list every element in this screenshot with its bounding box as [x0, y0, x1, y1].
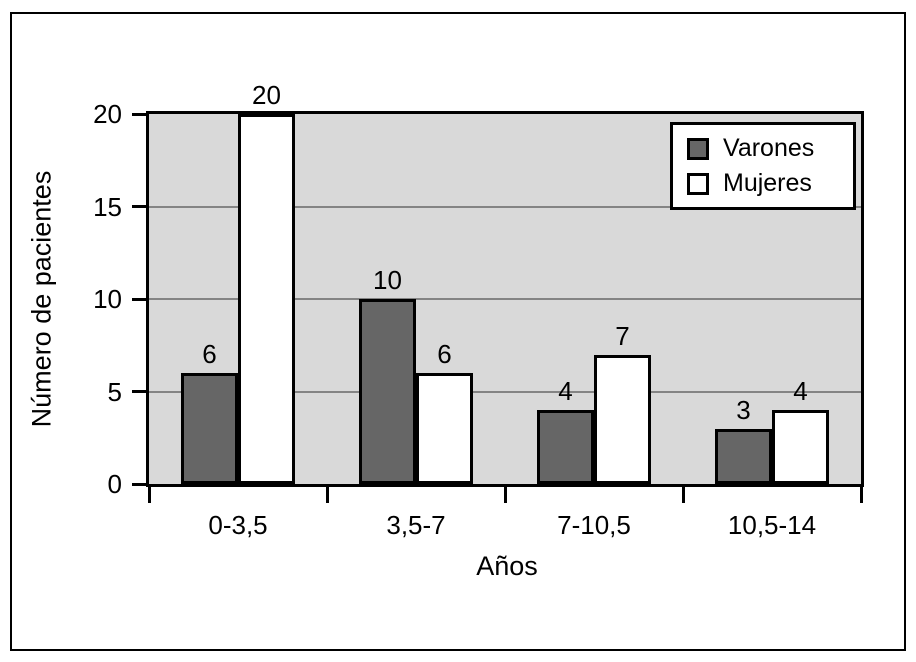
y-axis-tick: [132, 112, 149, 116]
bar-varones-3,5-7: [359, 299, 416, 484]
gridline: [149, 205, 861, 208]
x-axis-tick: [859, 487, 863, 503]
y-tick-label: 10: [93, 284, 122, 314]
x-category-label: 10,5-14: [727, 510, 817, 540]
bar-value-label: 3: [736, 394, 751, 425]
y-axis-tick: [132, 390, 149, 393]
y-tick-label: 0: [107, 469, 122, 499]
bar-varones-7-10,5: [537, 410, 594, 484]
bar-value-label: 6: [202, 339, 217, 369]
bar-value-label: 20: [252, 80, 281, 110]
bar-value-label: 10: [373, 265, 402, 295]
x-axis-tick: [325, 487, 329, 503]
x-category-label: 0-3,5: [208, 510, 268, 540]
y-axis-tick: [132, 205, 149, 208]
bar-mujeres-10,5-14: [772, 410, 829, 484]
y-axis-tick-labels: 0 5 10 15 20: [50, 100, 122, 498]
x-axis-tick: [147, 487, 151, 503]
x-axis-tick: [681, 487, 685, 503]
bar-mujeres-7-10,5: [594, 354, 651, 484]
mujeres-swatch-icon: [687, 172, 709, 195]
bar-varones-0-3,5: [181, 373, 238, 484]
legend-item-mujeres: Mujeres: [687, 169, 835, 198]
bar-mujeres-0-3,5: [238, 114, 295, 484]
bar-value-label: 7: [615, 320, 630, 351]
y-axis-tick: [132, 482, 149, 486]
bar-value-label: 4: [793, 376, 808, 406]
gridline: [149, 298, 861, 300]
legend: Varones Mujeres: [670, 122, 856, 210]
y-tick-label: 15: [93, 191, 122, 222]
legend-label-varones: Varones: [723, 134, 815, 162]
y-axis-tick: [132, 297, 149, 301]
varones-swatch-icon: [687, 137, 709, 160]
plot-area: Varones Mujeres 6 10 4 3 20 6 7 4: [132, 81, 864, 503]
bar-value-label: 4: [558, 376, 573, 406]
bar-value-label: 6: [437, 339, 452, 369]
bar-varones-10,5-14: [715, 428, 772, 484]
bar-mujeres-3,5-7: [416, 373, 473, 484]
x-axis-title: Años: [476, 551, 538, 581]
legend-item-varones: Varones: [687, 134, 835, 163]
x-category-label: 7-10,5: [557, 510, 631, 540]
legend-label-mujeres: Mujeres: [723, 169, 812, 197]
x-category-label: 3,5-7: [386, 510, 446, 540]
gridline: [149, 390, 861, 393]
x-axis-tick-labels: 0-3,5 3,5-7 7-10,5 10,5-14: [149, 511, 861, 541]
y-tick-label: 20: [93, 99, 122, 129]
figure-border: [10, 12, 906, 651]
y-tick-label: 5: [107, 376, 122, 407]
x-axis-tick: [503, 487, 507, 503]
